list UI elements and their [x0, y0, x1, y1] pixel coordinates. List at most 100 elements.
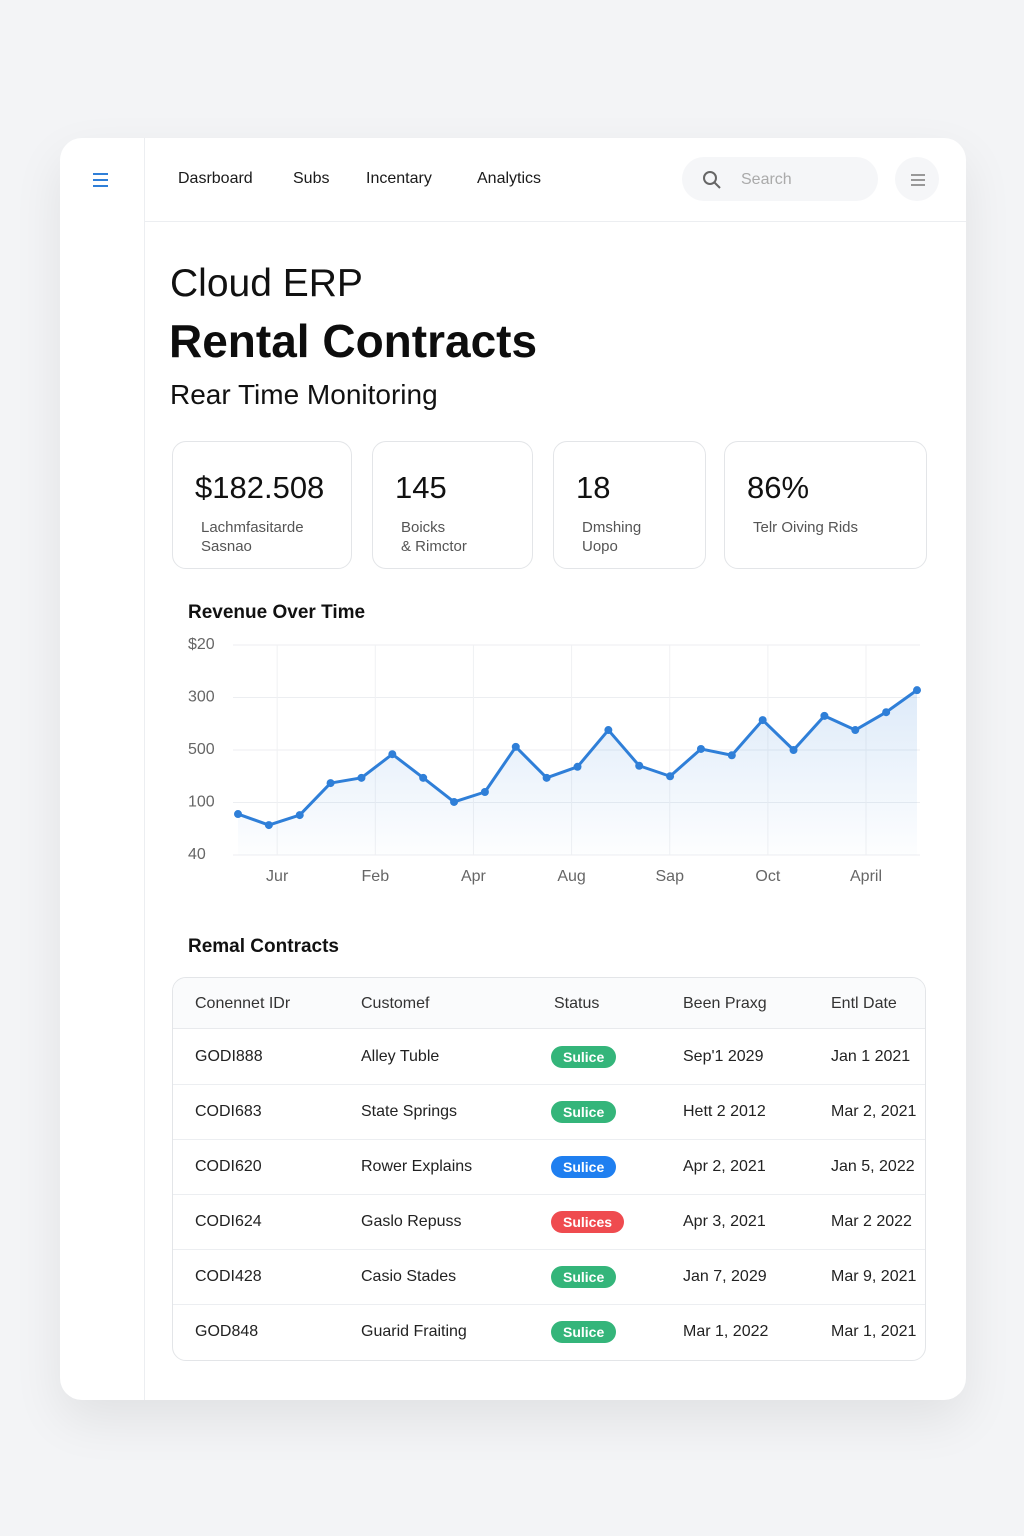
table-header — [173, 978, 925, 1029]
nav-item[interactable]: Incentary — [366, 170, 432, 187]
point — [326, 779, 335, 788]
search-placeholder: Search — [741, 171, 792, 188]
page-title: Rental Contracts — [169, 315, 538, 367]
line-chart: 40 100 500 300 $20 Jur Feb Apr Aug Sap Oct April — [188, 636, 921, 885]
point — [388, 750, 397, 759]
table-cell: Mar 1, 2022 — [683, 1323, 769, 1340]
point — [511, 742, 520, 751]
table-title: Remal Contracts — [188, 936, 339, 957]
column-header: Status — [554, 995, 600, 1012]
kpi-value: $182.508 — [195, 470, 325, 505]
kpi-value: 145 — [395, 470, 447, 505]
x-tick-label: Oct — [755, 868, 780, 885]
x-tick-label: Jur — [266, 868, 289, 885]
table-cell: Guarid Fraiting — [361, 1323, 467, 1340]
point — [635, 761, 644, 770]
column-header: Customef — [361, 995, 430, 1012]
point — [542, 773, 551, 782]
table-cell: CODI683 — [195, 1103, 262, 1120]
point — [913, 686, 921, 695]
row-divider — [173, 1304, 925, 1305]
table-cell: Alley Tuble — [361, 1048, 440, 1065]
status-badge: Sulices — [551, 1211, 625, 1233]
table-cell: GODI888 — [195, 1048, 263, 1065]
x-tick-label: Feb — [362, 868, 390, 885]
nav-item[interactable]: Analytics — [477, 170, 542, 187]
table-cell: Mar 2 2022 — [831, 1213, 912, 1230]
table-cell: Jan 7, 2029 — [683, 1268, 767, 1285]
x-tick-label: Sap — [656, 868, 685, 885]
status-badge: Sulice — [551, 1046, 617, 1068]
kpi-label-line: Lachmfasitarde — [201, 519, 304, 536]
row-divider — [173, 1139, 925, 1140]
status-badge: Sulice — [551, 1101, 617, 1123]
x-tick-label: April — [850, 868, 882, 885]
point — [758, 716, 767, 725]
status-badge: Sulice — [551, 1156, 617, 1178]
profile-icon — [911, 174, 925, 186]
table-cell: Rower Explains — [361, 1158, 473, 1175]
point — [696, 744, 705, 753]
point — [234, 810, 242, 819]
y-tick-label: 500 — [188, 741, 215, 758]
x-tick-label: Aug — [557, 868, 585, 885]
kpi-label-line: Sasnao — [201, 538, 252, 555]
kpi-label-line: & Rimctor — [401, 538, 467, 555]
table-cell: GOD848 — [195, 1323, 259, 1340]
kpi-label: Dmshing Uopo — [582, 518, 641, 556]
column-header: Been Praxg — [683, 995, 767, 1012]
table-cell: Sep'1 2029 — [683, 1048, 764, 1065]
point — [264, 821, 273, 830]
kpi-card: 86% Telr Oiving Rids — [724, 441, 927, 569]
point — [480, 788, 489, 796]
table-cell: Hett 2 2012 — [683, 1103, 766, 1120]
table-cell: Jan 1 2021 — [831, 1048, 911, 1065]
table-cell: Apr 2, 2021 — [683, 1158, 766, 1175]
y-tick-label: 100 — [188, 794, 215, 811]
kpi-label-line: Telr Oiving Rids — [753, 519, 859, 536]
kpi-label-line: Uopo — [582, 538, 618, 555]
kpi-value: 18 — [576, 470, 611, 505]
table-cell: CODI428 — [195, 1268, 262, 1285]
kpi-card: $182.508 Lachmfasitarde Sasnao — [172, 441, 352, 569]
kpi-label-line: Boicks — [401, 519, 446, 536]
kicker: Cloud ERP — [170, 262, 363, 305]
table-cell: Gaslo Repuss — [361, 1213, 462, 1230]
table-cell: Casio Stades — [361, 1268, 457, 1285]
kpi-value: 86% — [747, 470, 810, 505]
search-box[interactable] — [682, 157, 878, 201]
row-divider — [173, 1249, 925, 1250]
point — [357, 773, 366, 782]
sidebar-divider — [144, 138, 145, 1400]
point — [882, 708, 891, 717]
column-header: Entl Date — [831, 995, 897, 1012]
status-badge: Sulice — [551, 1321, 617, 1343]
y-tick-label: 40 — [188, 846, 206, 863]
point — [450, 797, 459, 806]
table-cell: CODI624 — [195, 1213, 262, 1230]
point — [419, 773, 428, 782]
table-cell: Jan 5, 2022 — [831, 1158, 915, 1175]
table-cell: State Springs — [361, 1103, 458, 1120]
table-cell: Apr 3, 2021 — [683, 1213, 766, 1230]
nav-item[interactable]: Subs — [293, 170, 330, 187]
row-divider — [173, 1194, 925, 1195]
row-divider — [173, 1084, 925, 1085]
table-cell: Mar 1, 2021 — [831, 1323, 917, 1340]
menu-icon[interactable] — [92, 172, 110, 188]
point — [789, 746, 798, 754]
area — [238, 690, 917, 855]
table-cell: Mar 9, 2021 — [831, 1268, 917, 1285]
table-cell: Mar 2, 2021 — [831, 1103, 917, 1120]
kpi-card: 145 Boicks & Rimctor — [372, 441, 533, 569]
chart-title: Revenue Over Time — [188, 602, 366, 623]
kpi-label-line: Dmshing — [582, 519, 642, 536]
point — [727, 751, 736, 760]
nav-item[interactable]: Dasrboard — [178, 170, 253, 187]
point — [295, 811, 304, 820]
kpi-label: Boicks & Rimctor — [401, 518, 467, 556]
y-tick-label: 300 — [188, 689, 215, 706]
point — [851, 726, 860, 735]
kpi-label: Telr Oiving Rids — [753, 518, 858, 537]
